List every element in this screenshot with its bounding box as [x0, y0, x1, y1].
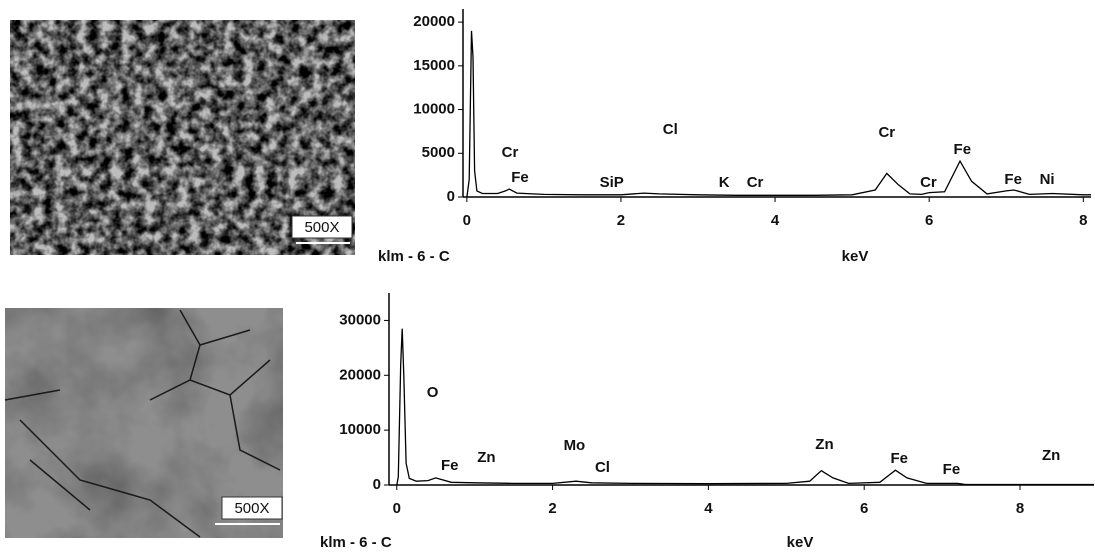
x-tick-label: 2 [617, 212, 625, 229]
sem-image [10, 20, 355, 255]
peak-label: Zn [1042, 447, 1060, 464]
peak-label: Cl [595, 459, 610, 476]
peak-label: Cr [878, 124, 895, 141]
x-tick-label: 2 [548, 500, 556, 517]
peak-label: Ni [1040, 171, 1055, 188]
sample-label: klm - 6 - C [378, 248, 450, 265]
x-tick-label: 0 [393, 500, 401, 517]
sem-image [4, 308, 283, 538]
peak-label: Cl [663, 121, 678, 138]
y-tick-label: 10000 [413, 101, 455, 118]
x-axis-label: keV [842, 248, 869, 265]
x-tick-label: 8 [1016, 500, 1024, 517]
peak-label: Fe [511, 169, 529, 186]
sample-label: klm - 6 - C [320, 534, 392, 551]
x-tick-label: 4 [704, 500, 713, 517]
peak-label: K [719, 174, 730, 191]
y-tick-label: 0 [373, 476, 381, 493]
x-axis-label: keV [787, 534, 814, 551]
peak-label: Cr [920, 174, 937, 191]
peak-label: Zn [477, 449, 495, 466]
y-tick-label: 0 [447, 188, 455, 205]
x-tick-label: 6 [925, 212, 933, 229]
peak-label: O [427, 384, 439, 401]
y-tick-label: 15000 [413, 57, 455, 74]
peak-label: Fe [1004, 171, 1022, 188]
x-tick-label: 4 [771, 212, 780, 229]
peak-label: Mo [564, 437, 586, 454]
x-tick-label: 6 [860, 500, 868, 517]
x-tick-label: 0 [463, 212, 471, 229]
x-tick-label: 8 [1079, 212, 1087, 229]
peak-label: Fe [943, 461, 961, 478]
peak-label: Cr [747, 174, 764, 191]
peak-label: Zn [815, 436, 833, 453]
y-tick-label: 20000 [339, 366, 381, 383]
peak-label: Fe [441, 457, 459, 474]
magnification-label: 500X [304, 219, 339, 236]
peak-label: Cr [502, 144, 519, 161]
spectrum-line [396, 328, 1094, 486]
peak-label: SiP [600, 174, 624, 191]
magnification-label: 500X [234, 500, 269, 517]
y-tick-label: 10000 [339, 421, 381, 438]
y-tick-label: 5000 [422, 144, 455, 161]
spectrum-line [466, 30, 1091, 198]
peak-label: Fe [890, 450, 908, 467]
y-tick-label: 20000 [413, 13, 455, 30]
peak-label: Fe [954, 141, 972, 158]
y-tick-label: 30000 [339, 311, 381, 328]
